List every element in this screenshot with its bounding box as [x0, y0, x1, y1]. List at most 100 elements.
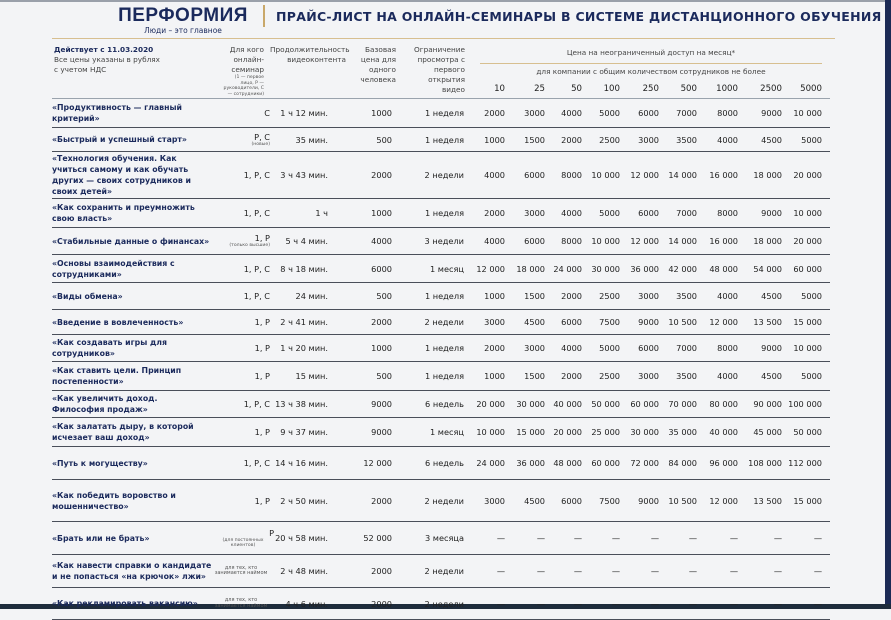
price-5000: 20 000	[793, 170, 822, 180]
duration: 20 ч 58 мин.	[275, 533, 328, 543]
price-250: —	[650, 566, 659, 576]
duration: 8 ч 18 мин.	[280, 263, 328, 274]
price-500: 3500	[676, 291, 697, 301]
price-1000: 48 000	[709, 263, 738, 274]
bottom-edge-bar	[0, 604, 891, 609]
quantity-header-250: 250	[642, 84, 659, 94]
price-500: 42 000	[668, 263, 697, 274]
duration: 5 ч 4 мин.	[285, 236, 328, 246]
price-10: 3000	[484, 495, 505, 506]
price-500: 7000	[676, 208, 697, 218]
view-limit: 1 неделя	[424, 134, 464, 145]
price-50: 6000	[561, 317, 582, 327]
price-25: 36 000	[516, 458, 545, 468]
duration: 2 ч 48 мин.	[280, 566, 328, 576]
price-2500: 18 000	[753, 170, 782, 180]
audience-value: 1, Р	[254, 495, 270, 506]
duration: 13 ч 38 мин.	[275, 399, 328, 409]
audience: С	[212, 99, 270, 127]
price-10: 2000	[484, 343, 505, 353]
audience-note: для тех, кто занимается наймом	[214, 564, 268, 576]
table-row: «Введение в вовлеченность» 1, Р 2 ч 41 мин…	[52, 310, 830, 335]
table-row: «Путь к могуществу» 1, Р, С 14 ч 16 мин. 12…	[52, 447, 830, 480]
price-50: 8000	[561, 170, 582, 180]
audience-note: для тех, кто занимается наймом	[214, 597, 268, 609]
price-50: 2000	[561, 134, 582, 145]
price-250: 30 000	[630, 427, 659, 437]
audience-value: Р, С	[254, 131, 270, 142]
audience: 1, Р, С	[212, 447, 270, 479]
price-25: —	[536, 566, 545, 576]
price-250: 12 000	[630, 170, 659, 180]
price-25: 18 000	[516, 263, 545, 274]
view-limit: 1 неделя	[424, 343, 464, 353]
price-500: 35 000	[668, 427, 697, 437]
quantity-header-10: 10	[494, 84, 505, 94]
price-100: 5000	[599, 343, 620, 353]
price-250: 3000	[638, 291, 659, 301]
duration: 15 мин.	[295, 371, 328, 381]
price-100: 2500	[599, 134, 620, 145]
price-2500: 90 000	[753, 399, 782, 409]
price-250: 6000	[638, 343, 659, 353]
price-10: —	[496, 533, 505, 543]
price-100: —	[611, 598, 620, 609]
duration: 1 ч	[315, 208, 328, 218]
audience: для тех, кто занимается наймом	[212, 555, 270, 587]
price-25: 3000	[524, 108, 545, 118]
audience-value: 1, Р	[254, 343, 270, 353]
quantity-header-500: 500	[680, 84, 697, 94]
header-divider	[263, 5, 265, 27]
audience-value: С	[264, 108, 270, 118]
price-50: —	[573, 598, 582, 609]
base-price: 1000	[371, 343, 392, 353]
price-1000: —	[729, 566, 738, 576]
seminar-name: «Введение в вовлеченность»	[52, 317, 184, 327]
price-250: 3000	[638, 134, 659, 145]
base-price: 2000	[371, 317, 392, 327]
logo-word: ПЕРФОРМИЯ	[118, 5, 248, 26]
price-250: 60 000	[630, 399, 659, 409]
view-limit: 2 недели	[424, 598, 464, 609]
base-price: 9000	[371, 399, 392, 409]
price-1000: 8000	[717, 108, 738, 118]
price-250: 12 000	[630, 236, 659, 246]
seminar-name: «Продуктивность — главный критерий»	[52, 103, 183, 123]
price-25: 3000	[524, 208, 545, 218]
audience-value: 1, Р, С	[243, 399, 270, 409]
seminar-name: «Как залатать дыру, в которой исчезает в…	[52, 422, 194, 442]
price-100: 10 000	[591, 236, 620, 246]
price-50: 6000	[561, 495, 582, 506]
price-2500: 13 500	[753, 495, 782, 506]
table-row: «Продуктивность — главный критерий» С 1 ч …	[52, 99, 830, 128]
quantity-header-1000: 1000	[716, 84, 738, 94]
valid-from: Действует с 11.03.2020	[54, 45, 154, 54]
price-100: 60 000	[591, 458, 620, 468]
price-25: 1500	[524, 291, 545, 301]
view-limit: 6 недель	[425, 458, 464, 468]
table-row: «Как залатать дыру, в которой исчезает в…	[52, 418, 830, 447]
quantity-header-2500: 2500	[760, 84, 782, 94]
seminar-name: «Быстрый и успешный старт»	[52, 135, 187, 144]
audience: Р, С (новые)	[212, 128, 270, 151]
price-1000: —	[729, 598, 738, 609]
table-row: «Технология обучения. Как учиться самому…	[52, 152, 830, 199]
table-row: «Как навести справки о кандидате и не по…	[52, 555, 830, 588]
audience-note: (новые)	[251, 141, 270, 147]
price-25: 6000	[524, 170, 545, 180]
table-row: «Как сохранить и преумножить свою власть…	[52, 199, 830, 228]
audience-value: 1, Р, С	[243, 170, 270, 180]
col-audience-label: Для кого онлайн-семинар	[229, 45, 264, 74]
view-limit: 1 неделя	[424, 371, 464, 381]
price-5000: —	[813, 566, 822, 576]
logo-tagline: Люди – это главное	[144, 26, 222, 35]
price-5000: —	[813, 533, 822, 543]
col-base-header: Базовая цена для одного человека	[360, 45, 396, 84]
base-price: 2000	[371, 170, 392, 180]
quantity-header-25: 25	[534, 84, 545, 94]
table-row: «Стабильные данные о финансах» 1, Р (тольк…	[52, 228, 830, 255]
price-50: 24 000	[553, 263, 582, 274]
price-5000: 20 000	[793, 236, 822, 246]
price-2500: 9000	[761, 108, 782, 118]
table-row: «Как победить воровство и мошенничество»…	[52, 480, 830, 522]
